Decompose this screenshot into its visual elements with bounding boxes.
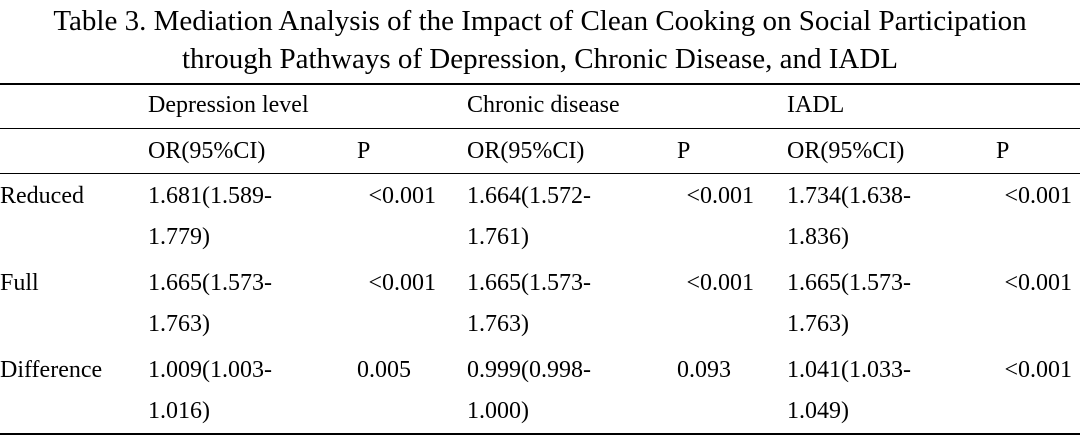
table-cell-p: <0.001 [686,183,754,209]
table-cell-or: 1.665(1.573- [787,270,911,296]
table-cell-p: <0.001 [1004,357,1072,383]
table-cell-p: <0.001 [368,183,436,209]
table-cell-or-cont: 1.763) [787,311,849,337]
caption-line-1: Table 3. Mediation Analysis of the Impac… [53,5,1027,37]
row-label-full: Full [0,270,39,296]
table-cell-or-cont: 1.049) [787,398,849,424]
table-cell-p: <0.001 [368,270,436,296]
table-cell-or-cont: 1.836) [787,224,849,250]
table-cell-or-cont: 1.000) [467,398,529,424]
table-cell-or-cont: 1.761) [467,224,529,250]
table-caption: Table 3. Mediation Analysis of the Impac… [0,2,1080,78]
table-cell-or: 1.734(1.638- [787,183,911,209]
header-bottom-rule [0,173,1080,174]
group-header-depression: Depression level [148,92,309,118]
subheader-p-depression: P [357,138,371,164]
table-top-rule [0,83,1080,85]
table-cell-or-cont: 1.779) [148,224,210,250]
group-header-iadl: IADL [787,92,845,118]
subheader-p-chronic: P [677,138,691,164]
table-cell-p: <0.001 [1004,270,1072,296]
table-cell-p: 0.093 [677,357,731,383]
table-cell-p: <0.001 [686,270,754,296]
table-cell-or: 1.041(1.033- [787,357,911,383]
table-cell-or: 1.664(1.572- [467,183,591,209]
group-header-rule [0,128,1080,129]
table-cell-or-cont: 1.016) [148,398,210,424]
subheader-or-chronic: OR(95%CI) [467,138,585,164]
table-cell-p: <0.001 [1004,183,1072,209]
row-label-reduced: Reduced [0,183,84,209]
table-bottom-rule [0,433,1080,435]
table-cell-or: 0.999(0.998- [467,357,591,383]
caption-line-2: through Pathways of Depression, Chronic … [182,43,898,75]
table-cell-or: 1.009(1.003- [148,357,272,383]
subheader-or-iadl: OR(95%CI) [787,138,905,164]
row-label-difference: Difference [0,357,103,383]
table-cell-or-cont: 1.763) [148,311,210,337]
table-cell-or: 1.681(1.589- [148,183,272,209]
subheader-p-iadl: P [996,138,1010,164]
table-cell-or-cont: 1.763) [467,311,529,337]
subheader-or-depression: OR(95%CI) [148,138,266,164]
group-header-chronic-disease: Chronic disease [467,92,620,118]
table-cell-or: 1.665(1.573- [148,270,272,296]
table-cell-or: 1.665(1.573- [467,270,591,296]
table-cell-p: 0.005 [357,357,411,383]
